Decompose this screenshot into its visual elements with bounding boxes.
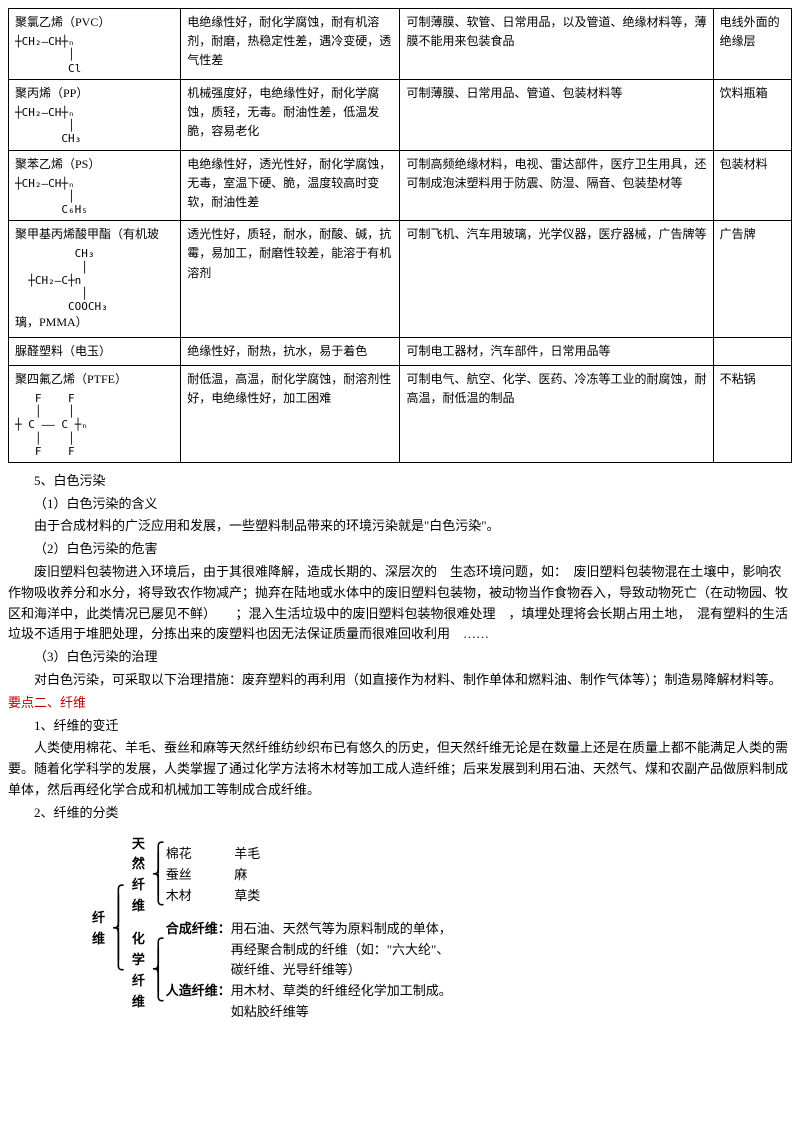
cell-example: 饮料瓶箱	[713, 79, 791, 150]
para-3: 对白色污染，可采取以下治理措施：废弃塑料的再利用（如直接作为材料、制作单体和燃料…	[8, 670, 792, 691]
subheading-5-2: （2）白色污染的危害	[8, 539, 792, 560]
natural-fiber-items: 棉花羊毛 蚕丝麻 木材草类	[166, 844, 287, 906]
materials-table: 聚氯乙烯（PVC）┼CH₂—CH┼ₙ │ Cl电绝缘性好，耐化学腐蚀，耐有机溶剂…	[8, 8, 792, 463]
para-4: 人类使用棉花、羊毛、蚕丝和麻等天然纤维纺纱织布已有悠久的历史，但天然纤维无论是在…	[8, 738, 792, 800]
cell-properties: 透光性好，质轻，耐水，耐酸、碱，抗霉，易加工，耐磨性较差，能溶于有机溶剂	[181, 221, 400, 337]
para-2: 废旧塑料包装物进入环境后，由于其很难降解，造成长期的、深层次的 生态环境问题，如…	[8, 562, 792, 645]
cell-name: 聚四氟乙烯（PTFE） F F │ │ ┼ C —— C ┼ₙ │ │ F F	[9, 365, 181, 462]
cell-example: 电线外面的绝缘层	[713, 9, 791, 80]
para-1: 由于合成材料的广泛应用和发展，一些塑料制品带来的环境污染就是"白色污染"。	[8, 516, 792, 537]
cell-properties: 机械强度好，电绝缘性好，耐化学腐蚀，质轻，无毒。耐油性差，低温发脆，容易老化	[181, 79, 400, 150]
brace-icon: ⎧⎪⎨⎪⎩	[151, 917, 166, 1025]
cell-properties: 电绝缘性好，透光性好，耐化学腐蚀，无毒，室温下硬、脆，温度较高时变软，耐油性差	[181, 150, 400, 221]
subheading-5-1: （1）白色污染的含义	[8, 494, 792, 515]
tree-root-label: 纤 维	[86, 832, 111, 1027]
cell-properties: 耐低温，高温，耐化学腐蚀，耐溶剂性好，电绝缘性好，加工困难	[181, 365, 400, 462]
cell-uses: 可制飞机、汽车用玻璃，光学仪器，医疗器械，广告牌等	[400, 221, 713, 337]
structural-formula: ┼CH₂—CH┼ₙ │ CH₃	[15, 106, 174, 146]
section-2-title: 要点二、纤维	[8, 693, 792, 714]
brace-icon: ⎧⎪⎪⎨⎪⎪⎩	[111, 832, 126, 1027]
brace-icon: ⎧⎪⎨⎪⎩	[151, 834, 166, 917]
table-row: 聚四氟乙烯（PTFE） F F │ │ ┼ C —— C ┼ₙ │ │ F F耐…	[9, 365, 792, 462]
cell-example: 不粘锅	[713, 365, 791, 462]
cell-uses: 可制电工器材，汽车部件，日常用品等	[400, 337, 713, 365]
table-row: 脲醛塑料（电玉）绝缘性好，耐热，抗水，易于着色可制电工器材，汽车部件，日常用品等	[9, 337, 792, 365]
heading-5: 5、白色污染	[8, 471, 792, 492]
cell-example: 包装材料	[713, 150, 791, 221]
cell-name: 聚甲基丙烯酸甲酯（有机玻 CH₃ │ ┼CH₂—C┼n │ COOCH₃璃，PM…	[9, 221, 181, 337]
cell-example: 广告牌	[713, 221, 791, 337]
fiber-classification-tree: 纤 维 ⎧⎪⎪⎨⎪⎪⎩ 天 然 纤 维 ⎧⎪⎨⎪⎩ 棉花羊毛 蚕丝麻 木材草类 …	[86, 832, 792, 1027]
cell-name: 聚苯乙烯（PS）┼CH₂—CH┼ₙ │ C₆H₅	[9, 150, 181, 221]
cell-name: 脲醛塑料（电玉）	[9, 337, 181, 365]
cell-name: 聚氯乙烯（PVC）┼CH₂—CH┼ₙ │ Cl	[9, 9, 181, 80]
cell-properties: 电绝缘性好，耐化学腐蚀，耐有机溶剂，耐磨，热稳定性差，遇冷变硬，透气性差	[181, 9, 400, 80]
cell-uses: 可制薄膜、日常用品、管道、包装材料等	[400, 79, 713, 150]
artificial-fiber: 人造纤维： 用木材、草类的纤维经化学加工制成。 如粘胶纤维等	[166, 981, 452, 1023]
natural-fiber-label: 天 然 纤 维	[126, 834, 151, 917]
cell-uses: 可制电气、航空、化学、医药、冷冻等工业的耐腐蚀，耐高温，耐低温的制品	[400, 365, 713, 462]
table-row: 聚丙烯（PP）┼CH₂—CH┼ₙ │ CH₃机械强度好，电绝缘性好，耐化学腐蚀，…	[9, 79, 792, 150]
cell-uses: 可制薄膜、软管、日常用品，以及管道、绝缘材料等，薄膜不能用来包装食品	[400, 9, 713, 80]
table-row: 聚甲基丙烯酸甲酯（有机玻 CH₃ │ ┼CH₂—C┼n │ COOCH₃璃，PM…	[9, 221, 792, 337]
cell-uses: 可制高频绝缘材料，电视、雷达部件，医疗卫生用具，还可制成泡沫塑料用于防震、防湿、…	[400, 150, 713, 221]
structural-formula: ┼CH₂—CH┼ₙ │ Cl	[15, 35, 174, 75]
subheading-2-1: 1、纤维的变迁	[8, 716, 792, 737]
subheading-5-3: （3）白色污染的治理	[8, 647, 792, 668]
structural-formula: ┼CH₂—CH┼ₙ │ C₆H₅	[15, 177, 174, 217]
cell-properties: 绝缘性好，耐热，抗水，易于着色	[181, 337, 400, 365]
cell-name: 聚丙烯（PP）┼CH₂—CH┼ₙ │ CH₃	[9, 79, 181, 150]
table-row: 聚氯乙烯（PVC）┼CH₂—CH┼ₙ │ Cl电绝缘性好，耐化学腐蚀，耐有机溶剂…	[9, 9, 792, 80]
subheading-2-2: 2、纤维的分类	[8, 803, 792, 824]
synthetic-fiber: 合成纤维： 用石油、天然气等为原料制成的单体， 再经聚合制成的纤维（如："六大纶…	[166, 919, 452, 981]
structural-formula: F F │ │ ┼ C —— C ┼ₙ │ │ F F	[15, 392, 174, 458]
table-row: 聚苯乙烯（PS）┼CH₂—CH┼ₙ │ C₆H₅电绝缘性好，透光性好，耐化学腐蚀…	[9, 150, 792, 221]
cell-example	[713, 337, 791, 365]
structural-formula: CH₃ │ ┼CH₂—C┼n │ COOCH₃	[15, 247, 174, 313]
chemical-fiber-label: 化 学 纤 维	[126, 917, 151, 1025]
